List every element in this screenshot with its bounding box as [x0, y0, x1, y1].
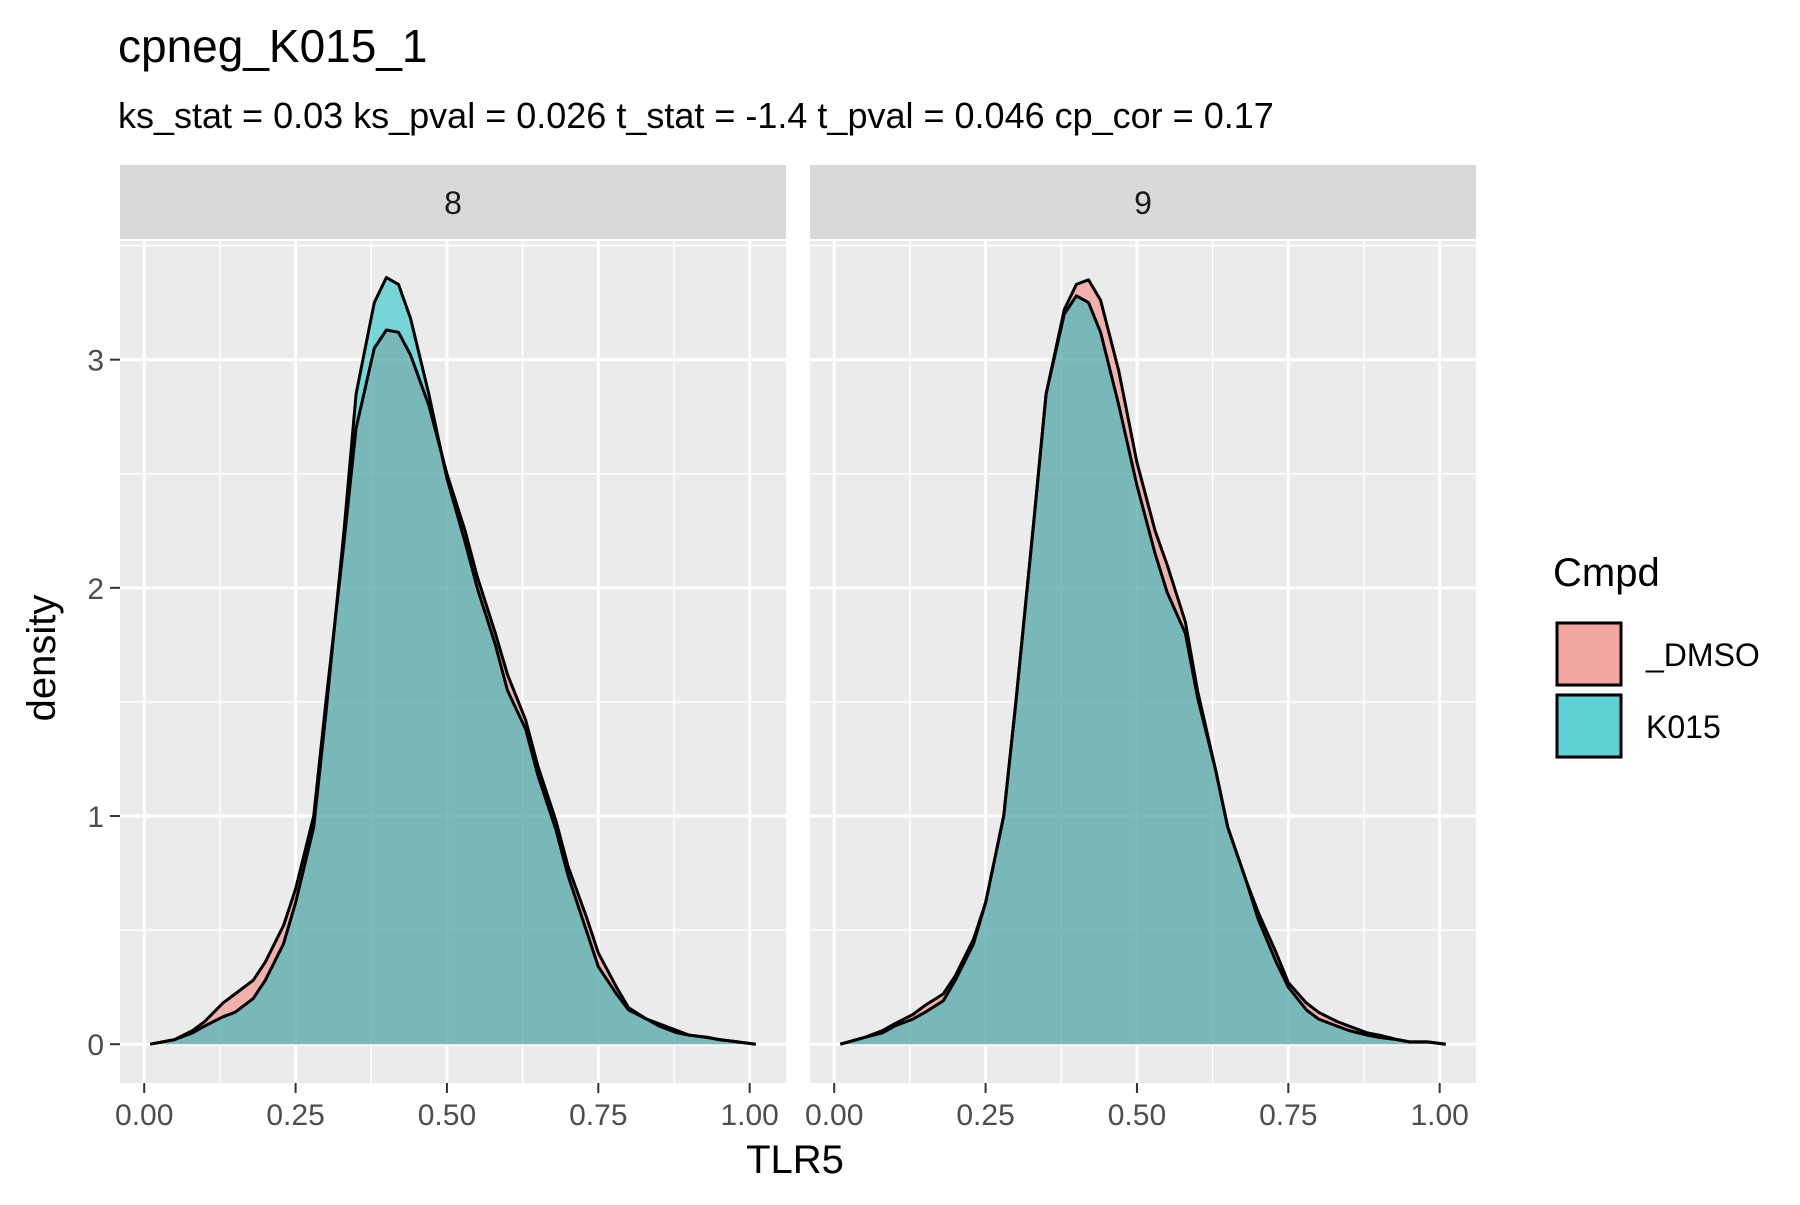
density-line-dmso — [839, 278, 1446, 1046]
legend-item-label: K015 — [1646, 709, 1721, 745]
density-area-k015 — [840, 295, 1446, 1045]
x-tick-label: 0.50 — [1108, 1099, 1166, 1132]
y-tick-label: 0 — [87, 1029, 104, 1062]
y-tick-label: 1 — [87, 801, 104, 834]
x-tick-label: 1.00 — [720, 1099, 778, 1132]
facet-strip-label: 9 — [1134, 185, 1152, 221]
x-axis-label: TLR5 — [746, 1138, 844, 1182]
legend-item-label: _DMSO — [1645, 637, 1760, 673]
x-tick-label: 0.00 — [805, 1099, 863, 1132]
chart-title: cpneg_K015_1 — [118, 20, 428, 72]
y-axis-label: density — [20, 595, 64, 722]
facet-9: 9 0.00 0.25 0.50 0.75 1.00 — [805, 165, 1476, 1132]
y-tick-label: 3 — [87, 345, 104, 378]
legend-swatch — [1555, 693, 1623, 759]
x-tick-label: 0.25 — [266, 1099, 324, 1132]
facet-strip — [810, 165, 1476, 239]
facet-layer: 8 0.00 0.25 0.50 0.75 1.00 0 1 2 3 9 0.00 0.25 0.50 0.… — [87, 165, 1476, 1132]
chart-subtitle: ks_stat = 0.03 ks_pval = 0.026 t_stat = … — [118, 95, 1274, 136]
density-line-k015 — [839, 294, 1446, 1046]
x-tick-label: 0.75 — [569, 1099, 627, 1132]
density-area-k015 — [150, 277, 756, 1045]
facet-8: 8 0.00 0.25 0.50 0.75 1.00 0 1 2 3 — [87, 165, 786, 1132]
legend-swatch — [1555, 621, 1623, 687]
x-tick-label: 0.50 — [418, 1099, 476, 1132]
x-tick-label: 0.00 — [115, 1099, 173, 1132]
x-tick-label: 1.00 — [1410, 1099, 1468, 1132]
legend-title: Cmpd — [1553, 551, 1660, 595]
facet-strip-label: 8 — [444, 185, 462, 221]
legend: _DMSO K015 — [1555, 621, 1760, 759]
facet-strip — [120, 165, 786, 239]
x-tick-label: 0.75 — [1259, 1099, 1317, 1132]
density-line-k015 — [150, 276, 756, 1046]
x-tick-label: 0.25 — [956, 1099, 1014, 1132]
y-tick-label: 2 — [87, 573, 104, 606]
